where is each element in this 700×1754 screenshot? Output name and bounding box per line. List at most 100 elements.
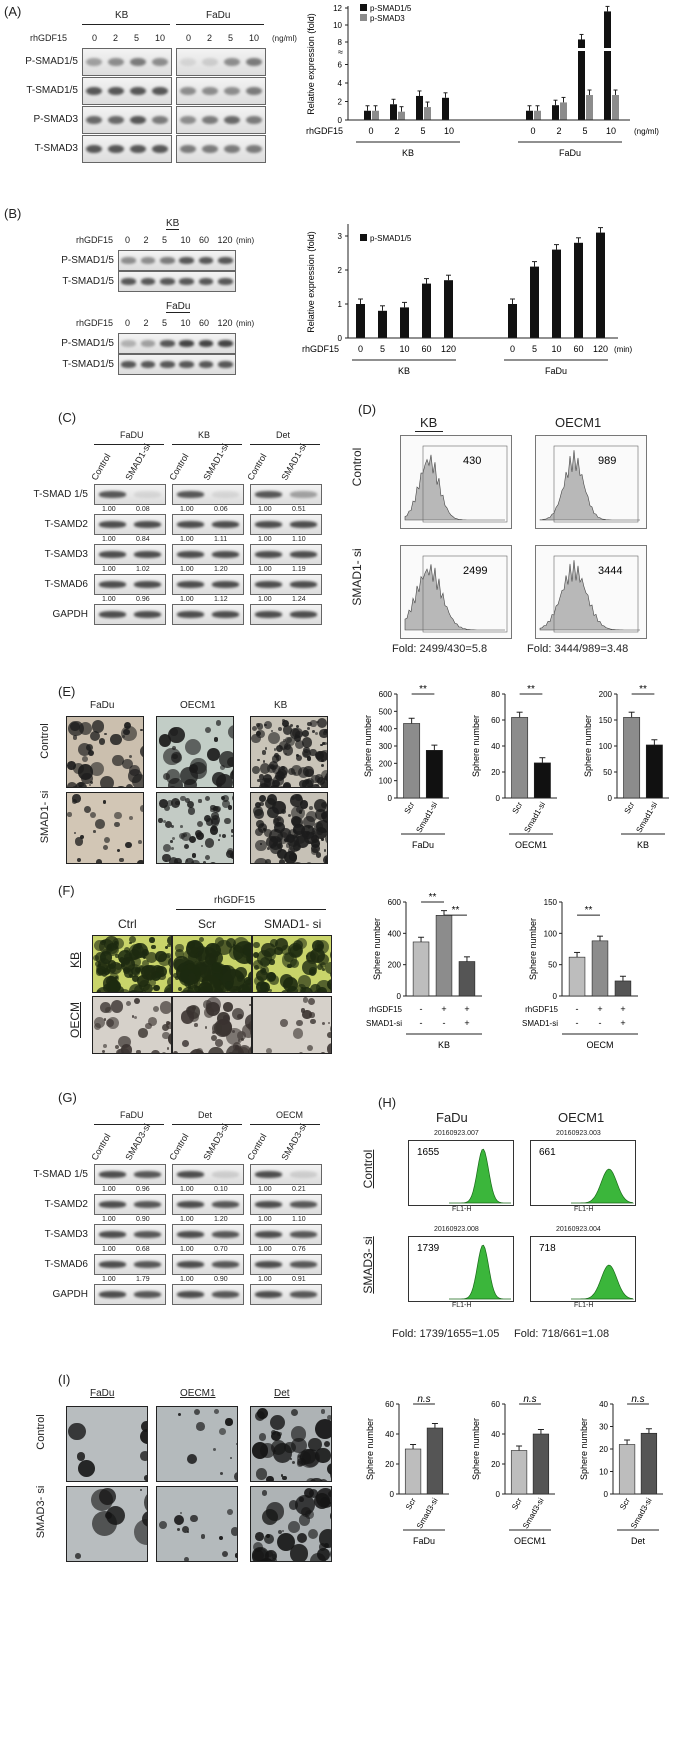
cell-label: OECM1: [555, 415, 602, 430]
sphere: [173, 861, 184, 863]
sphere-image: [92, 935, 172, 993]
sphere: [270, 1560, 286, 1561]
histogram-plot: 3444: [539, 555, 640, 633]
sphere: [317, 1547, 331, 1561]
sample-id: 20160923.003: [556, 1130, 601, 1137]
sphere: [140, 744, 143, 758]
panel-b-chart: 0 1 2 3 Relative expression (fold) p-SMAD1/5 r…: [302, 224, 633, 376]
time-label: 2: [143, 318, 149, 328]
blot-strip: [172, 574, 244, 595]
sphere: [90, 811, 97, 818]
x-tick-label: Scr: [404, 1496, 418, 1511]
blot-strip-band: [159, 278, 175, 285]
sphere: [253, 964, 259, 971]
sphere: [291, 1426, 307, 1442]
sphere: [102, 1044, 108, 1049]
sphere: [103, 1018, 107, 1021]
x-tick-label: 10: [444, 126, 454, 136]
x-tick-label: 0: [510, 344, 515, 354]
blot-kb-band: [107, 144, 125, 154]
panel-a-doses: 0 2 5 10 0 2 5 10: [82, 33, 272, 45]
sphere: [321, 741, 325, 745]
legend-swatch-psmad3: [360, 14, 367, 21]
sphere-image: [66, 1486, 148, 1562]
histogram-area: [571, 1168, 634, 1204]
sphere: [319, 1051, 327, 1053]
sphere: [184, 1556, 190, 1561]
sphere: [115, 954, 119, 958]
y-tick-label: 0: [390, 1490, 395, 1499]
sphere: [330, 1023, 331, 1036]
sphere: [266, 1048, 273, 1053]
x-prefix: rhGDF15: [302, 344, 339, 354]
sphere: [237, 1047, 249, 1053]
y-tick-label: 100: [544, 929, 558, 938]
sphere: [198, 799, 202, 803]
panel-e-images: FaDu OECM1 KB Control SMAD1- si: [0, 700, 360, 900]
sphere: [203, 1007, 215, 1018]
sphere-image: [250, 792, 328, 864]
cell-label: OECM1: [180, 1388, 216, 1399]
sphere: [316, 783, 319, 786]
sphere: [276, 745, 284, 753]
sphere: [318, 1479, 328, 1481]
blot-fadu-band: [223, 144, 241, 154]
bar: [568, 956, 586, 997]
quant-value: 1.00: [102, 1276, 116, 1283]
bar: [552, 249, 561, 338]
sphere: [191, 853, 197, 858]
y-tick-label: 8: [338, 38, 343, 47]
sphere: [184, 844, 190, 850]
blot-strip-band: [212, 611, 239, 618]
sphere: [93, 954, 100, 961]
cell-label: Det: [276, 430, 291, 440]
sphere: [302, 1010, 312, 1020]
sphere: [117, 989, 131, 992]
sphere: [200, 1534, 205, 1539]
blot-strip-band: [255, 491, 282, 498]
sphere: [90, 780, 94, 784]
sphere: [205, 818, 214, 826]
sphere: [262, 750, 267, 755]
sphere: [171, 752, 182, 763]
sphere: [260, 966, 269, 975]
sphere: [222, 1550, 229, 1557]
histogram-area: [404, 564, 505, 631]
legend-swatch-psmad15: [360, 4, 367, 11]
x-tick-label: 0: [530, 126, 535, 136]
sphere: [322, 809, 327, 814]
sphere: [262, 760, 266, 763]
sphere-image: [66, 716, 144, 788]
sphere: [128, 769, 142, 783]
sphere: [140, 1488, 143, 1492]
sphere: [253, 805, 263, 816]
panel-a-label: (A): [4, 4, 22, 19]
sphere: [166, 952, 171, 958]
blot-kb-band: [107, 57, 125, 67]
blot-strip: [250, 1224, 322, 1245]
time-label: 10: [180, 318, 191, 328]
blot-strip-band: [177, 491, 204, 498]
sphere-image: [66, 792, 144, 864]
quant-value: 0.68: [136, 1246, 150, 1253]
x-tick-label: 5: [532, 344, 537, 354]
sphere: [166, 1047, 169, 1050]
row-label: T-SMAD 1/5: [33, 1169, 88, 1180]
sphere: [171, 837, 175, 841]
sign: +: [597, 1004, 602, 1014]
sphere: [102, 1050, 106, 1053]
sphere: [279, 1019, 288, 1028]
sphere: [187, 1530, 190, 1533]
blot-strip-band: [99, 551, 126, 558]
sphere: [166, 936, 171, 946]
sphere: [141, 964, 156, 980]
sphere: [320, 758, 324, 762]
sphere: [213, 737, 218, 742]
sphere: [107, 980, 121, 992]
gate-count: 718: [539, 1243, 556, 1254]
sphere: [170, 840, 173, 843]
cell-label: OECM1: [558, 1110, 605, 1125]
panel-a-treatment: rhGDF15: [30, 33, 68, 43]
sphere: [289, 1544, 309, 1561]
gate-box: [553, 445, 639, 523]
